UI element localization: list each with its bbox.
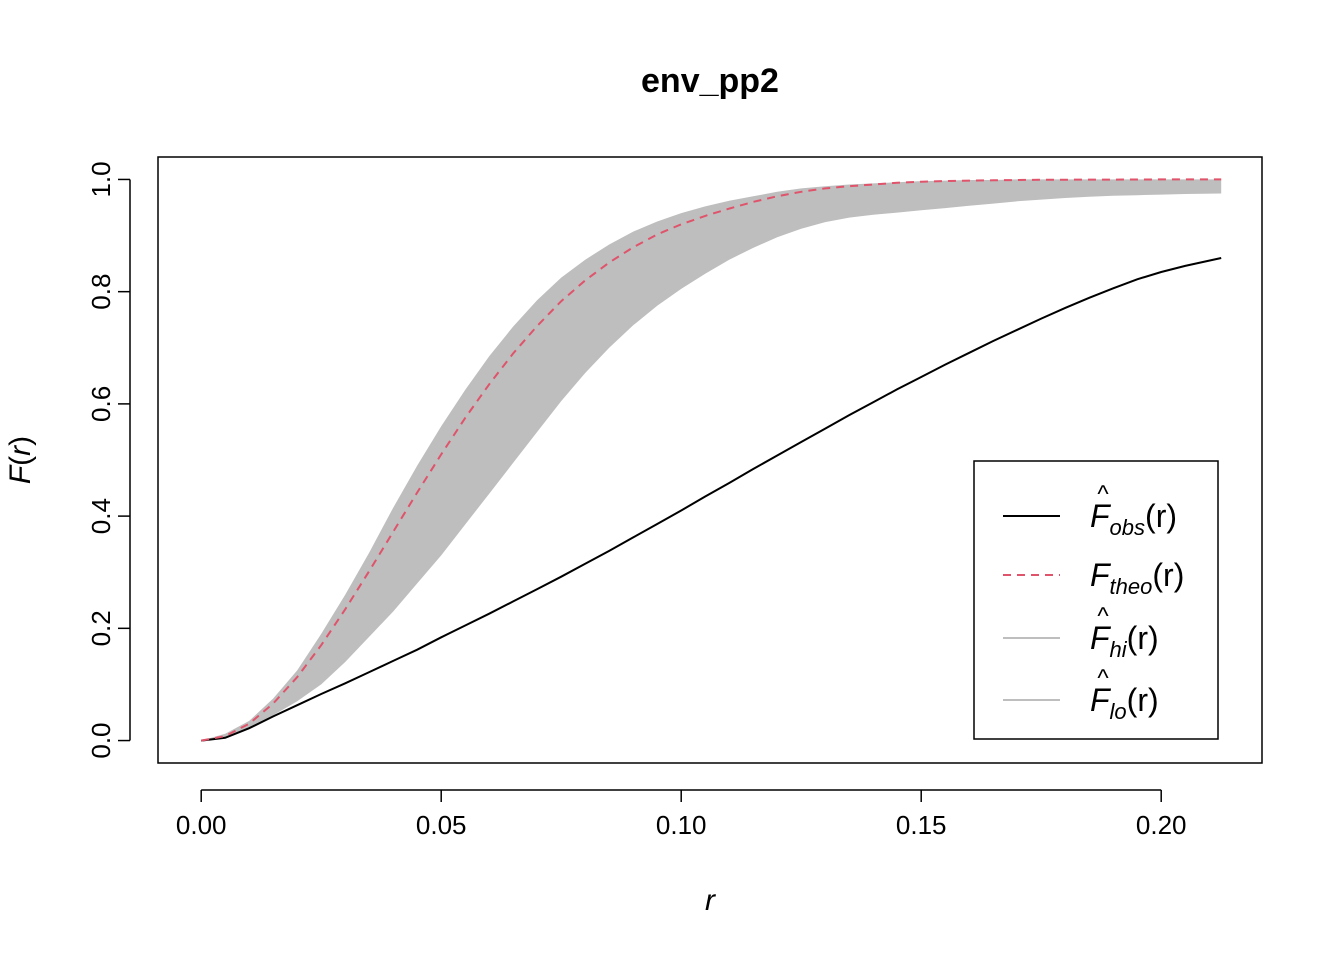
legend-hat: ^ (1097, 481, 1109, 508)
y-tick-label: 1.0 (86, 161, 116, 197)
legend-label: Fhi(r) (1090, 620, 1159, 662)
y-axis: 0.0 0.2 0.4 0.6 0.8 1.0 (86, 161, 131, 759)
legend-item-theo: Ftheo(r) (1003, 557, 1184, 599)
y-tick-label: 0.6 (86, 386, 116, 422)
chart-title: env_pp2 (641, 62, 779, 100)
y-tick-label: 0.0 (86, 722, 116, 758)
x-tick-label: 0.05 (416, 810, 467, 840)
legend-label: Fobs(r) (1090, 498, 1177, 540)
x-axis: 0.00 0.05 0.10 0.15 0.20 (176, 789, 1187, 840)
legend-item-lo: ^Flo(r) (1003, 665, 1159, 724)
plot-area (157, 156, 1263, 764)
series-line-theo (201, 178, 1222, 742)
legend-subscript: hi (1110, 637, 1128, 662)
legend: ^Fobs(r)Ftheo(r)^Fhi(r)^Flo(r) (973, 460, 1219, 740)
legend-box (973, 460, 1219, 740)
y-tick-label: 0.2 (86, 610, 116, 646)
legend-symbol: F (1090, 498, 1112, 534)
series-line-obs (201, 257, 1222, 742)
legend-symbol: F (1090, 620, 1112, 656)
y-label-symbol: F (4, 464, 37, 484)
x-axis-label: r (705, 884, 716, 917)
legend-argument: (r) (1152, 557, 1184, 593)
legend-item-hi: ^Fhi(r) (1003, 603, 1159, 662)
legend-subscript: theo (1110, 574, 1153, 599)
y-tick-label: 0.8 (86, 274, 116, 310)
y-axis-label: F(r) (4, 436, 37, 484)
y-tick-label: 0.4 (86, 498, 116, 534)
legend-symbol: F (1090, 557, 1112, 593)
plot-frame (157, 156, 1263, 764)
legend-item-obs: ^Fobs(r) (1003, 481, 1177, 540)
legend-label: Ftheo(r) (1090, 557, 1184, 599)
legend-subscript: obs (1110, 515, 1145, 540)
y-label-var: r (4, 445, 37, 456)
x-tick-label: 0.00 (176, 810, 227, 840)
legend-argument: (r) (1127, 620, 1159, 656)
legend-argument: (r) (1127, 682, 1159, 718)
y-label-close-paren: ) (4, 436, 37, 446)
y-label-open-paren: ( (4, 456, 37, 466)
legend-hat: ^ (1097, 603, 1109, 630)
x-tick-label: 0.10 (656, 810, 707, 840)
x-tick-label: 0.20 (1136, 810, 1187, 840)
envelope-band (201, 179, 1222, 741)
legend-label: Flo(r) (1090, 682, 1159, 724)
y-axis-label-text: F(r) (4, 436, 37, 484)
x-tick-label: 0.15 (896, 810, 947, 840)
legend-argument: (r) (1145, 498, 1177, 534)
legend-symbol: F (1090, 682, 1112, 718)
legend-hat: ^ (1097, 665, 1109, 692)
legend-subscript: lo (1110, 699, 1127, 724)
